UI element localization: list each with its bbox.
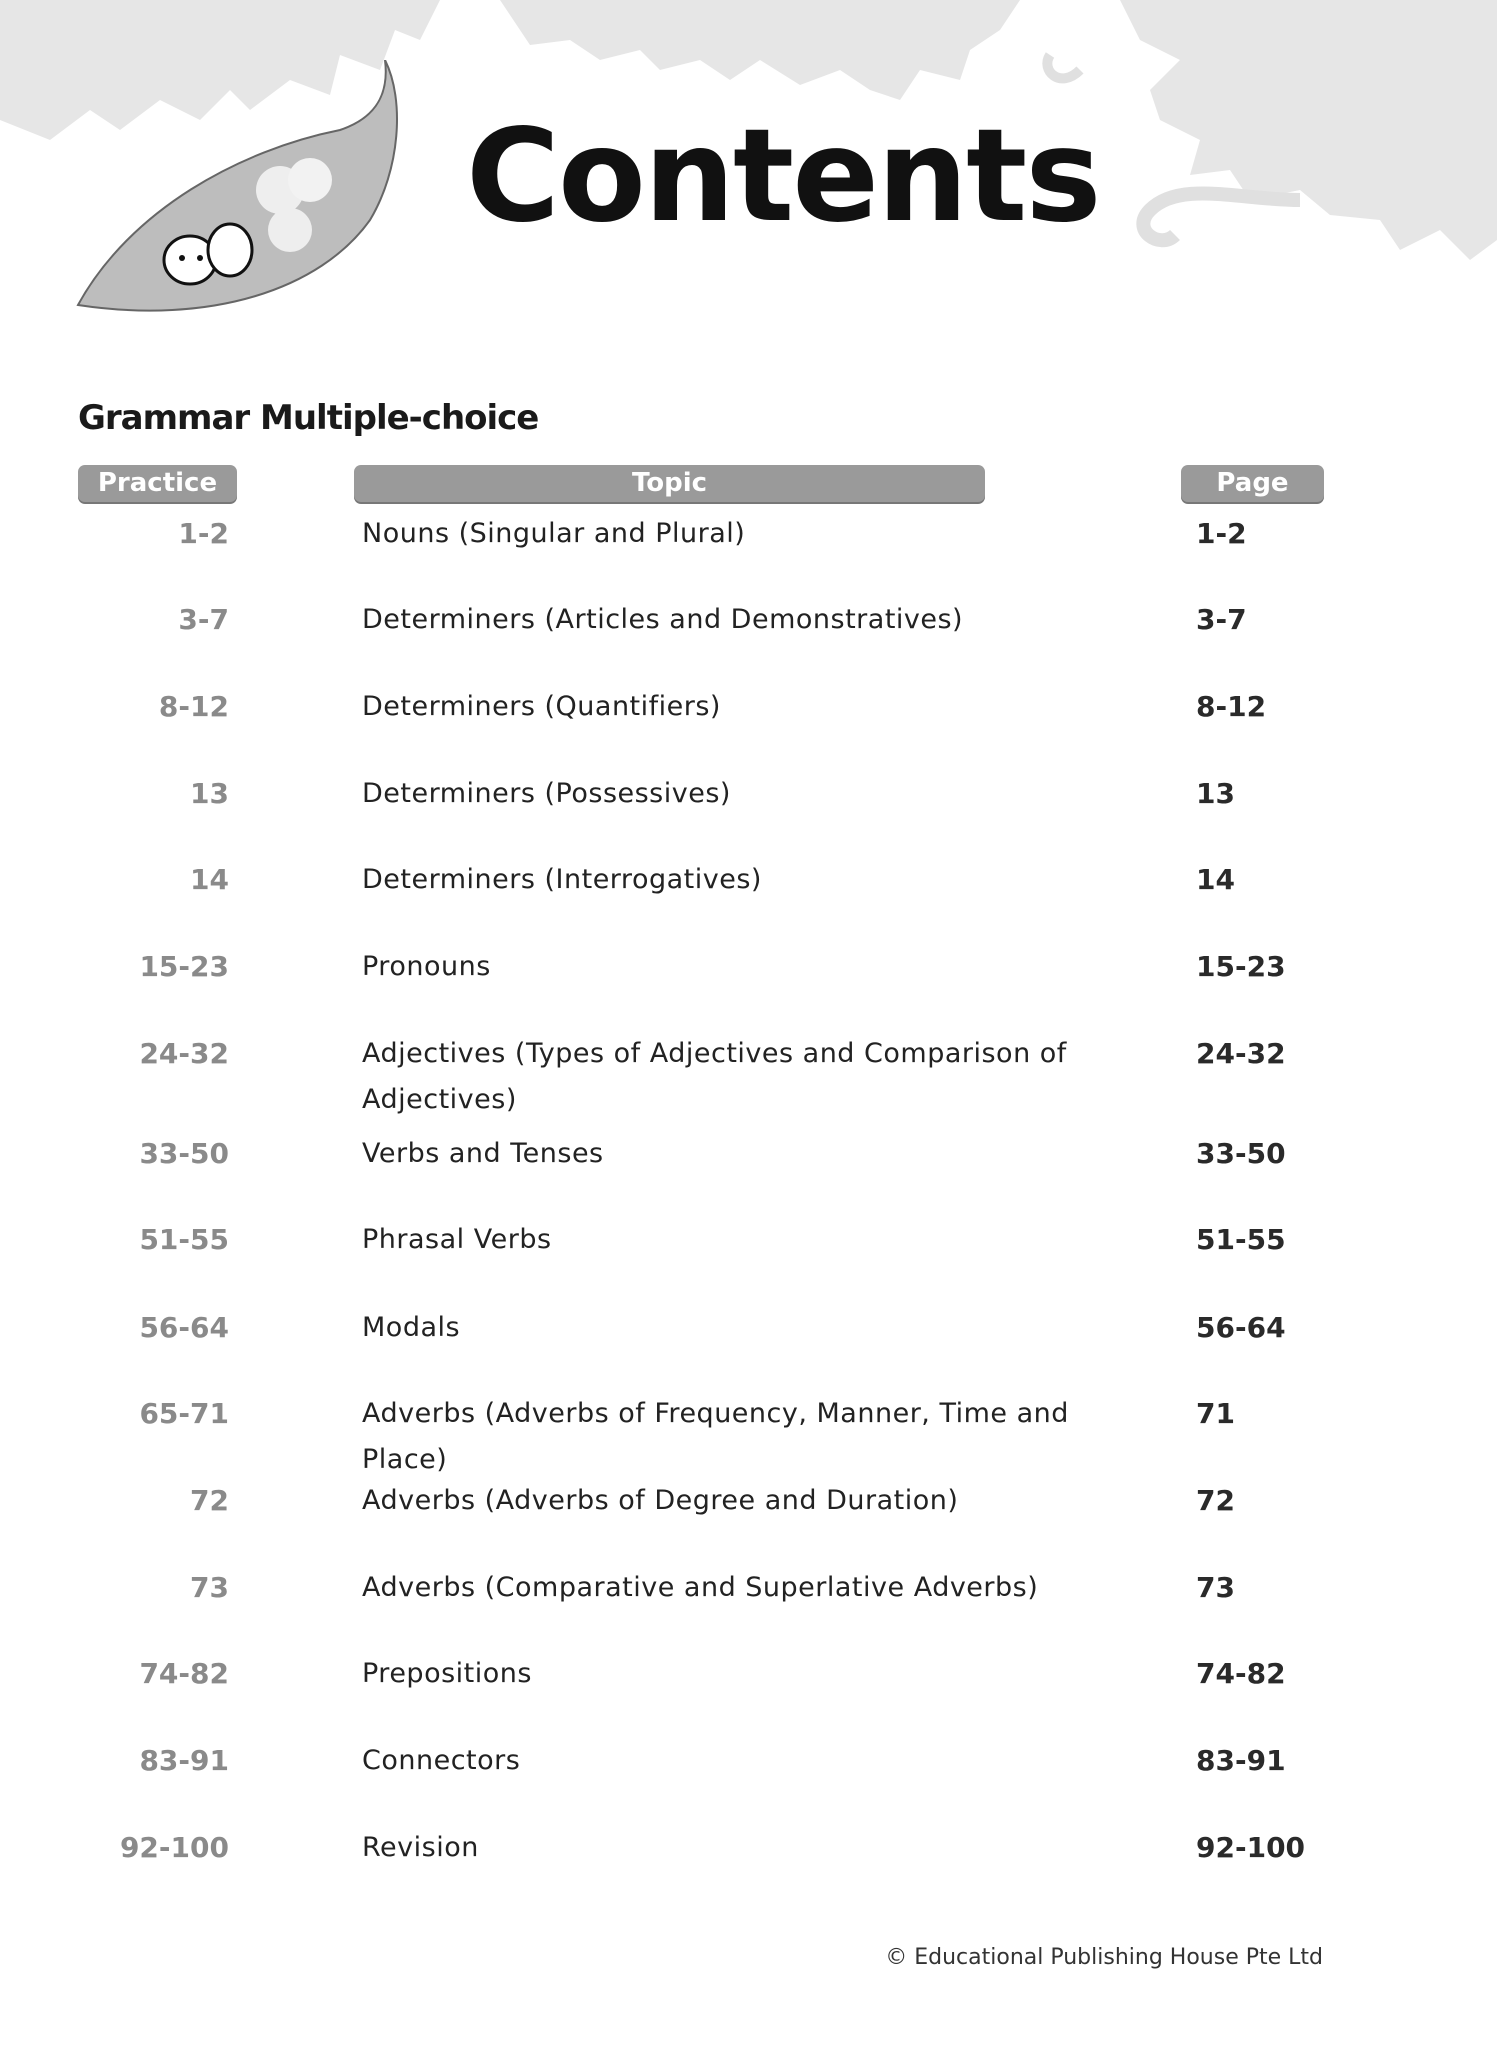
topic-title: Determiners (Quantifiers) (362, 691, 721, 722)
table-row: 1-2 Nouns (Singular and Plural) 1-2 (0, 517, 1497, 557)
practice-range: 92-100 (119, 1831, 229, 1864)
page-range: 56-64 (1196, 1311, 1286, 1344)
topic-title: Pronouns (362, 951, 491, 982)
page-range: 14 (1196, 863, 1235, 896)
topic-title: Adverbs (Adverbs of Degree and Duration) (362, 1485, 959, 1516)
table-row: 24-32 Adjectives (Types of Adjectives and… (0, 1037, 1497, 1115)
practice-range: 3-7 (178, 603, 229, 636)
page-range: 83-91 (1196, 1744, 1286, 1777)
table-row: 92-100 Revision 92-100 (0, 1831, 1497, 1871)
leaf-caterpillar-illustration (76, 60, 398, 312)
page-range: 33-50 (1196, 1137, 1286, 1170)
topic-title: Connectors (362, 1745, 521, 1776)
topic-title: Adverbs (Comparative and Superlative Adv… (362, 1572, 1039, 1603)
table-row: 83-91 Connectors 83-91 (0, 1744, 1497, 1784)
table-row: 72 Adverbs (Adverbs of Degree and Duratio… (0, 1484, 1497, 1524)
page-range: 24-32 (1196, 1037, 1286, 1070)
table-row: 15-23 Pronouns 15-23 (0, 950, 1497, 990)
page-range: 3-7 (1196, 603, 1247, 636)
topic-title: Prepositions (362, 1658, 532, 1689)
practice-range: 72 (190, 1484, 229, 1517)
page-range: 1-2 (1196, 517, 1247, 550)
practice-range: 65-71 (139, 1397, 229, 1430)
topic-column-header: Topic (354, 465, 985, 502)
topic-title: Verbs and Tenses (362, 1138, 604, 1169)
topic-title: Determiners (Interrogatives) (362, 864, 762, 895)
table-row: 65-71 Adverbs (Adverbs of Frequency, Mann… (0, 1397, 1497, 1475)
practice-range: 13 (190, 777, 229, 810)
topic-title: Adverbs (Adverbs of Frequency, Manner, T… (362, 1398, 1069, 1475)
page-range: 15-23 (1196, 950, 1286, 983)
foliage-background (0, 0, 1497, 260)
page-range: 8-12 (1196, 690, 1267, 723)
table-row: 56-64 Modals 56-64 (0, 1311, 1497, 1351)
topic-title: Determiners (Possessives) (362, 778, 731, 809)
table-row: 3-7 Determiners (Articles and Demonstrati… (0, 603, 1497, 643)
table-row: 14 Determiners (Interrogatives) 14 (0, 863, 1497, 903)
table-row: 73 Adverbs (Comparative and Superlative A… (0, 1571, 1497, 1611)
practice-range: 51-55 (139, 1223, 229, 1256)
topic-title: Modals (362, 1312, 461, 1343)
practice-range: 33-50 (139, 1137, 229, 1170)
section-heading: Grammar Multiple-choice (78, 398, 539, 438)
table-row: 33-50 Verbs and Tenses 33-50 (0, 1137, 1497, 1177)
practice-range: 73 (190, 1571, 229, 1604)
practice-range: 14 (190, 863, 229, 896)
practice-column-header: Practice (78, 465, 237, 502)
page-range: 71 (1196, 1397, 1235, 1430)
practice-range: 24-32 (139, 1037, 229, 1070)
practice-range: 74-82 (139, 1657, 229, 1690)
table-row: 13 Determiners (Possessives) 13 (0, 777, 1497, 817)
page-range: 74-82 (1196, 1657, 1286, 1690)
topic-title: Determiners (Articles and Demonstratives… (362, 604, 964, 635)
page-column-header: Page (1181, 465, 1324, 502)
page-range: 72 (1196, 1484, 1235, 1517)
table-row: 8-12 Determiners (Quantifiers) 8-12 (0, 690, 1497, 730)
topic-title: Adjectives (Types of Adjectives and Comp… (362, 1038, 1067, 1115)
page-range: 92-100 (1196, 1831, 1306, 1864)
practice-range: 83-91 (139, 1744, 229, 1777)
table-row: 51-55 Phrasal Verbs 51-55 (0, 1223, 1497, 1263)
practice-range: 15-23 (139, 950, 229, 983)
table-row: 74-82 Prepositions 74-82 (0, 1657, 1497, 1697)
page-range: 13 (1196, 777, 1235, 810)
practice-range: 1-2 (178, 517, 229, 550)
topic-title: Nouns (Singular and Plural) (362, 518, 746, 549)
page-range: 73 (1196, 1571, 1235, 1604)
topic-title: Phrasal Verbs (362, 1224, 552, 1255)
practice-range: 8-12 (158, 690, 229, 723)
topic-title: Revision (362, 1832, 479, 1863)
practice-range: 56-64 (139, 1311, 229, 1344)
copyright: © Educational Publishing House Pte Ltd (885, 1945, 1323, 1970)
page-range: 51-55 (1196, 1223, 1286, 1256)
page-title: Contents (466, 102, 1101, 251)
